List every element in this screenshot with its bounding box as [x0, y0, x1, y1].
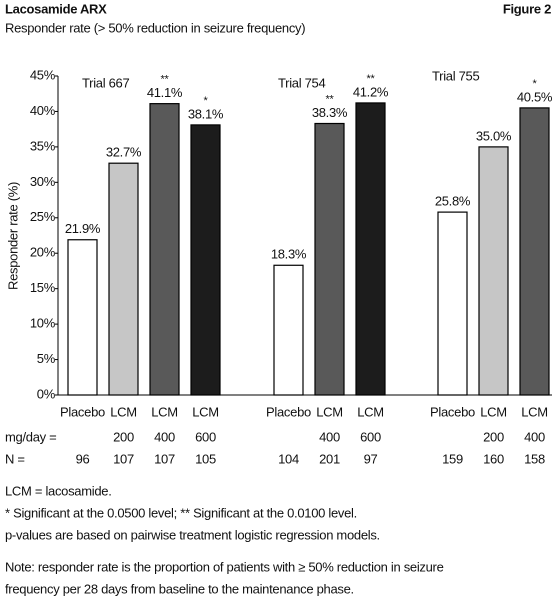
value-label: 35.0% [476, 128, 512, 143]
dose: 400 [319, 429, 340, 444]
x-tick-label: LCM [480, 404, 507, 419]
x-tick-label: LCM [316, 404, 343, 419]
y-tick-label: 10% [30, 316, 56, 331]
x-tick-label: LCM [110, 404, 137, 419]
note: * Significant at the 0.0500 level; ** Si… [5, 505, 357, 520]
value-label: 40.5% [517, 89, 553, 104]
n-value: 97 [364, 451, 378, 466]
bar [149, 103, 180, 396]
dose: 400 [154, 429, 175, 444]
y-tick-label: 25% [30, 209, 56, 224]
y-tick-label: 5% [37, 351, 56, 366]
n-value: 96 [76, 451, 90, 466]
bar [273, 264, 304, 396]
n-value: 201 [319, 451, 340, 466]
value-label: 41.1% [147, 85, 183, 100]
bar [67, 239, 98, 396]
n-value: 107 [113, 451, 134, 466]
y-tick-label: 0% [37, 386, 56, 401]
x-tick-label: Placebo [430, 404, 475, 419]
n-value: 105 [195, 451, 216, 466]
n-value: 160 [483, 451, 504, 466]
n-value: 107 [154, 451, 175, 466]
value-label: 41.2% [353, 84, 389, 99]
n-value: 104 [278, 451, 299, 466]
y-tick-label: 40% [30, 103, 56, 118]
dose: 600 [360, 429, 381, 444]
y-tick-label: 30% [30, 174, 56, 189]
significance: * [204, 95, 209, 107]
y-tick-label: 20% [30, 245, 56, 260]
significance: ** [367, 73, 376, 85]
note: LCM = lacosamide. [5, 483, 112, 498]
y-tick-label: 45% [30, 67, 56, 82]
x-tick-label: LCM [192, 404, 219, 419]
n-value: 159 [442, 451, 463, 466]
x-tick-label: LCM [521, 404, 548, 419]
bar [314, 122, 345, 396]
trial-label: Trial 667 [82, 75, 129, 90]
value-label: 18.3% [271, 247, 307, 262]
bar [478, 146, 509, 396]
bar [437, 211, 468, 396]
value-label: 38.3% [312, 105, 348, 120]
x-tick-label: Placebo [60, 404, 105, 419]
bar [108, 162, 139, 396]
significance: ** [326, 93, 335, 105]
trial-label: Trial 754 [278, 75, 325, 90]
dose: 400 [524, 429, 545, 444]
x-tick-label: LCM [357, 404, 384, 419]
y-tick-label: 15% [30, 280, 56, 295]
row-label: N = [5, 451, 25, 466]
significance: ** [161, 74, 170, 86]
trial-label: Trial 755 [432, 68, 479, 83]
subtitle: Responder rate (> 50% reduction in seizu… [5, 20, 305, 35]
bar [519, 107, 550, 396]
y-axis-label: Responder rate (%) [5, 182, 20, 290]
n-value: 158 [524, 451, 545, 466]
row-label: mg/day = [5, 429, 56, 444]
value-label: 38.1% [188, 106, 224, 121]
significance: * [533, 78, 538, 90]
bar [355, 102, 386, 396]
note: Note: responder rate is the proportion o… [5, 559, 444, 574]
x-tick-label: LCM [151, 404, 178, 419]
note: frequency per 28 days from baseline to t… [5, 581, 354, 596]
value-label: 32.7% [106, 145, 142, 160]
dose: 200 [483, 429, 504, 444]
figure-label: Figure 2 [503, 1, 551, 16]
y-tick-label: 35% [30, 138, 56, 153]
x-tick-label: Placebo [266, 404, 311, 419]
value-label: 25.8% [435, 194, 471, 209]
bar [190, 124, 221, 396]
value-label: 21.9% [65, 221, 101, 236]
dose: 600 [195, 429, 216, 444]
dose: 200 [113, 429, 134, 444]
note: p-values are based on pairwise treatment… [5, 527, 380, 542]
title: Lacosamide ARX [5, 1, 107, 16]
